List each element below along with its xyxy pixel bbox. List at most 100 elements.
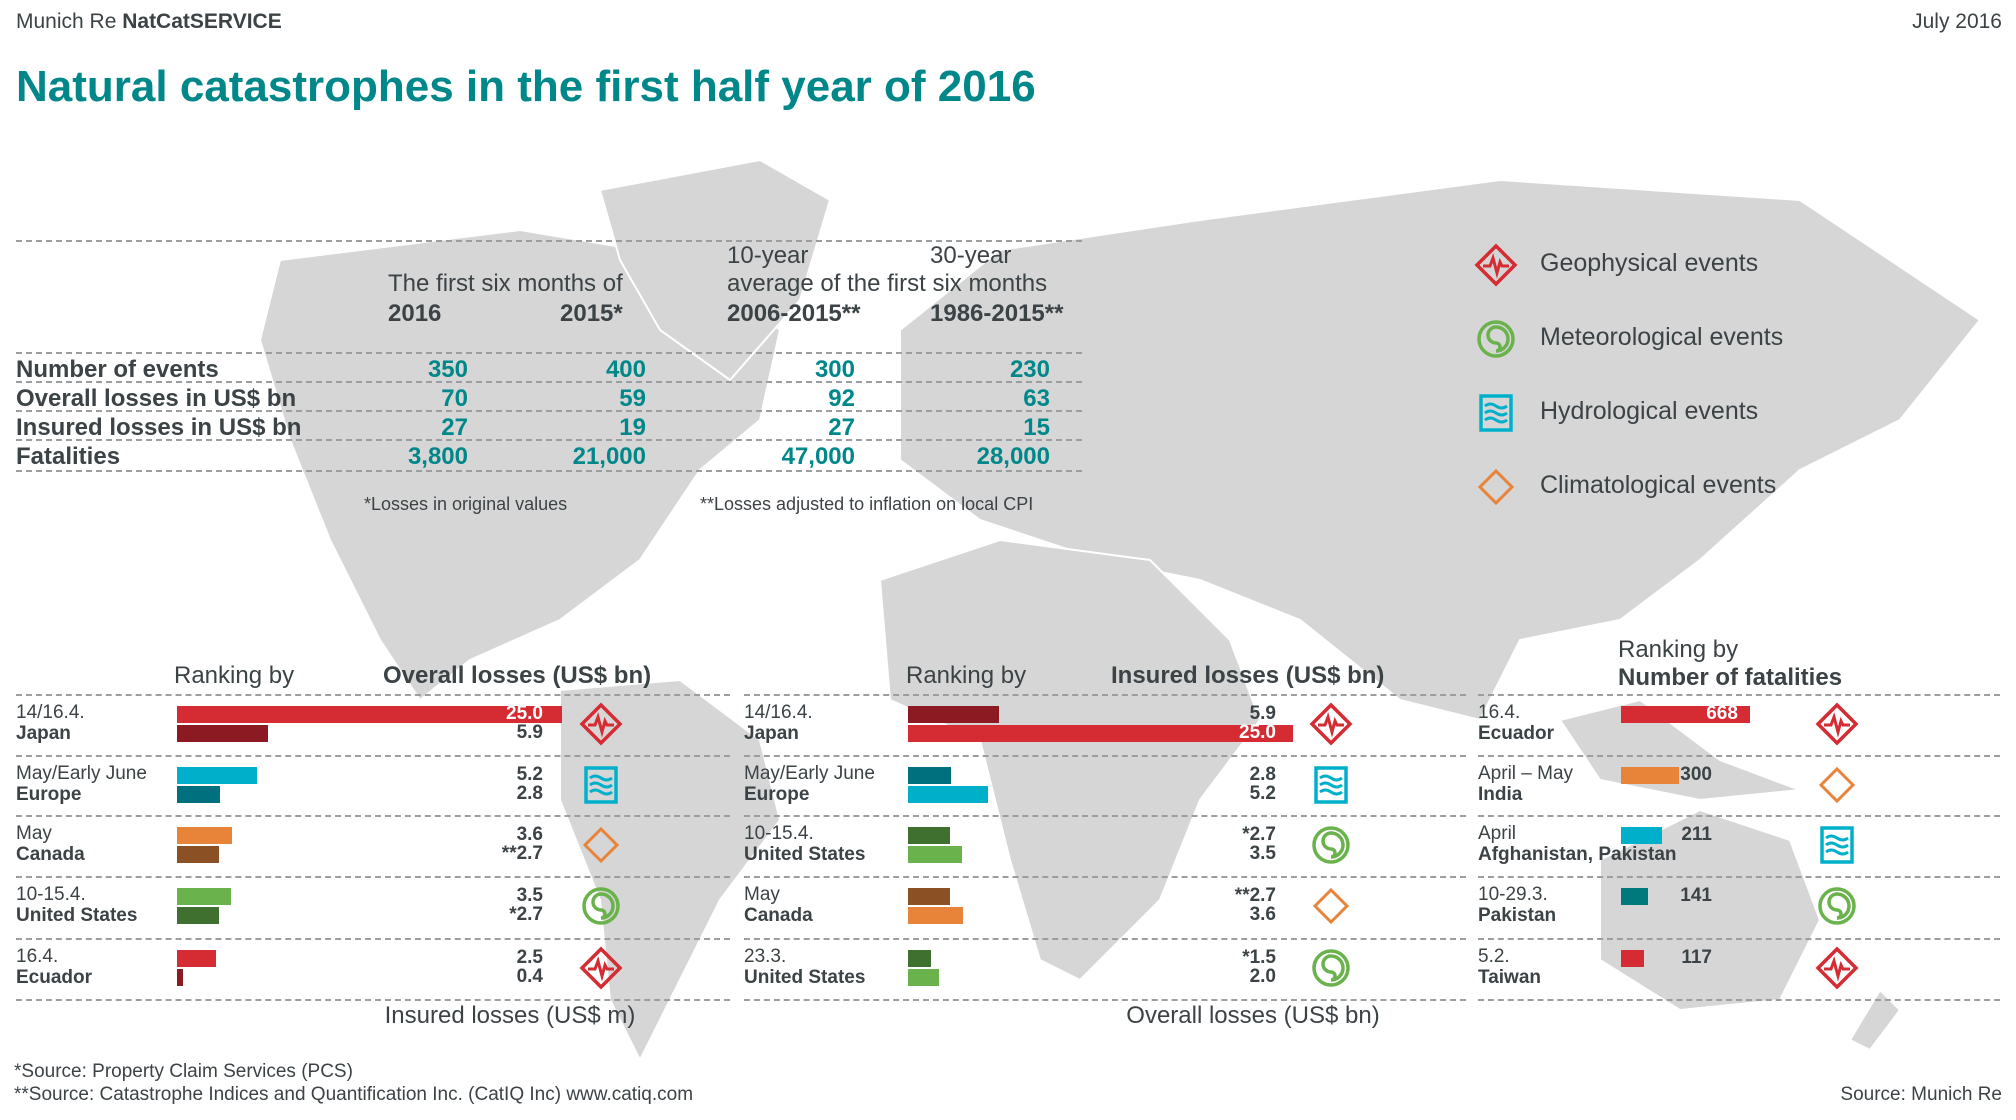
ranking-by-label: Ranking by	[906, 662, 1027, 689]
event-place: Japan	[16, 723, 71, 744]
summary-row-label: Number of events	[16, 356, 219, 383]
summary-value-v30: 230	[1009, 356, 1050, 383]
event-date: May/Early June	[744, 763, 875, 784]
event-place: United States	[744, 967, 866, 988]
ranking-metric: Insured losses (US$ bn)	[1111, 662, 1385, 689]
summary-value-v30: 63	[1023, 385, 1050, 412]
bar-meteo_dark	[908, 950, 932, 967]
summary-value-v2016: 70	[441, 385, 468, 412]
bar-value: **2.7	[1234, 885, 1276, 906]
bar-value: 211	[1681, 824, 1712, 845]
row-divider	[1478, 999, 2000, 1001]
row-divider	[16, 755, 730, 757]
bar-value: 5.2	[1249, 783, 1276, 804]
bar-hydro	[1621, 827, 1662, 844]
legend-label: Geophysical events	[1540, 249, 1759, 277]
axis-caption: Overall losses (US$ bn)	[1126, 1002, 1380, 1029]
meteorological-icon	[1815, 884, 1859, 928]
bar-value: *1.5	[1242, 947, 1276, 968]
event-place: United States	[16, 905, 138, 926]
climatological-icon	[1309, 884, 1353, 928]
bar-meteo	[177, 888, 231, 905]
bar-value: 2.8	[516, 783, 543, 804]
summary-value-v30: 28,000	[976, 443, 1050, 470]
bar-value: 3.6	[1249, 904, 1276, 925]
row-divider	[16, 410, 1082, 412]
bar-value: *2.7	[509, 904, 543, 925]
bar-meteo	[908, 846, 962, 863]
bar-value: 5.2	[516, 764, 543, 785]
bar-value: 25.0	[1239, 722, 1276, 743]
bar-value: 3.5	[1249, 843, 1276, 864]
bar-meteo_dark	[908, 827, 950, 844]
head-average: average of the first six months	[727, 270, 1048, 297]
row-divider	[16, 352, 1082, 354]
event-date: May	[16, 823, 52, 844]
geophysical-icon	[579, 702, 623, 746]
climatological-icon	[1815, 763, 1859, 807]
row-divider	[16, 470, 1082, 472]
meteorological-icon	[1309, 946, 1353, 990]
map-southeast-asia	[1558, 698, 1801, 802]
event-place: Pakistan	[1478, 905, 1557, 926]
event-date: 14/16.4.	[744, 702, 813, 723]
geophysical-icon	[1474, 243, 1518, 287]
event-place: Canada	[16, 844, 85, 865]
summary-value-v2016: 350	[427, 356, 468, 383]
event-place: Europe	[16, 784, 82, 805]
ranking-metric: Number of fatalities	[1618, 664, 1843, 691]
event-date: 16.4.	[1478, 702, 1521, 723]
bar-meteo	[908, 969, 939, 986]
bar-geo	[177, 950, 216, 967]
bar-geo_dark	[177, 969, 184, 986]
summary-row-label: Insured losses in US$ bn	[16, 414, 302, 441]
page-title: Natural catastrophes in the first half y…	[16, 62, 1036, 111]
summary-value-v10: 92	[828, 385, 855, 412]
row-divider	[1478, 876, 2000, 878]
bar-value: 300	[1680, 764, 1712, 785]
event-place: United States	[744, 844, 866, 865]
row-divider	[1478, 755, 2000, 757]
bar-value: 3.5	[516, 885, 543, 906]
row-divider	[744, 755, 1466, 757]
head-first-six: The first six months of	[388, 270, 623, 297]
geophysical-icon	[1815, 702, 1859, 746]
brand-prefix: Munich Re	[16, 10, 123, 33]
brand: Munich Re NatCatSERVICE	[16, 10, 282, 34]
geophysical-icon	[579, 946, 623, 990]
source-pcs: *Source: Property Claim Services (PCS)	[14, 1061, 353, 1082]
row-divider	[744, 876, 1466, 878]
legend-label: Meteorological events	[1540, 323, 1784, 351]
bar-geo	[177, 706, 562, 723]
bar-geo	[1621, 706, 1750, 723]
summary-value-v30: 15	[1023, 414, 1050, 441]
event-place: Ecuador	[16, 967, 93, 988]
event-date: 5.2.	[1478, 946, 1510, 967]
row-divider	[744, 694, 1466, 696]
event-date: May	[744, 884, 780, 905]
meteorological-icon	[1309, 823, 1353, 867]
head-2016: 2016	[388, 300, 442, 327]
event-place: Afghanistan, Pakistan	[1478, 844, 1677, 865]
row-divider	[1478, 815, 2000, 817]
bar-meteo_dark	[177, 907, 219, 924]
date: July 2016	[1912, 10, 2002, 33]
summary-row-label: Fatalities	[16, 443, 121, 470]
axis-caption: Insured losses (US$ m)	[384, 1002, 636, 1029]
map-new-zealand	[1848, 988, 1902, 1052]
bar-pak	[1621, 888, 1649, 905]
ranking-by-label: Ranking by	[174, 662, 295, 689]
bar-value: 5.9	[1249, 703, 1276, 724]
event-date: 16.4.	[16, 946, 59, 967]
bar-value: 2.8	[1249, 764, 1276, 785]
summary-value-v2015: 59	[619, 385, 646, 412]
bar-clim	[908, 907, 964, 924]
bar-clim	[177, 827, 233, 844]
legend-label: Climatological events	[1540, 471, 1777, 499]
summary-value-v2015: 19	[619, 414, 646, 441]
source-munich-re: Source: Munich Re	[1840, 1084, 2002, 1105]
row-divider	[16, 815, 730, 817]
geophysical-icon	[1815, 946, 1859, 990]
